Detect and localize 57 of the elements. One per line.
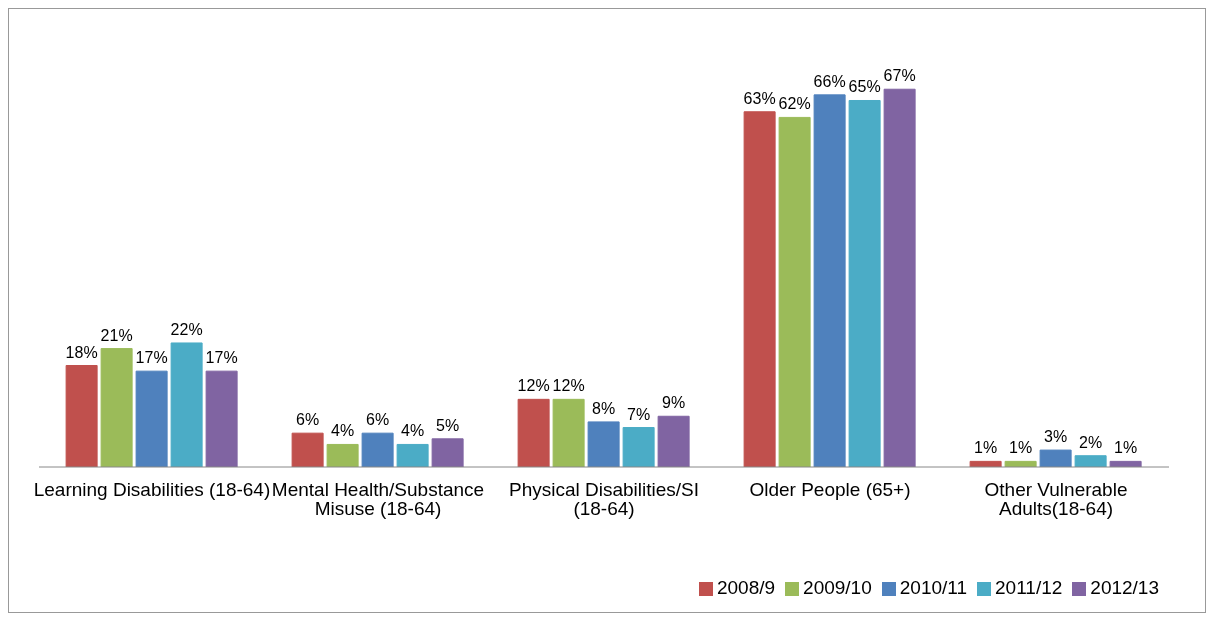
data-label: 3% xyxy=(1044,428,1068,446)
data-label: 65% xyxy=(848,78,881,96)
data-label: 67% xyxy=(883,67,916,85)
data-label: 17% xyxy=(135,349,168,367)
data-label: 63% xyxy=(743,89,776,107)
bar xyxy=(431,438,464,467)
bar xyxy=(100,348,133,467)
bar xyxy=(883,88,916,467)
data-label: 6% xyxy=(296,411,320,429)
legend-label: 2012/13 xyxy=(1090,577,1159,598)
bar xyxy=(396,443,429,467)
legend-label: 2008/9 xyxy=(716,577,776,598)
data-label: 9% xyxy=(662,394,686,412)
bar xyxy=(326,443,359,467)
bar xyxy=(170,342,203,467)
bar xyxy=(205,370,238,467)
legend-label: 2009/10 xyxy=(803,577,872,598)
data-label: 1% xyxy=(1009,439,1033,457)
data-label: 4% xyxy=(331,422,355,440)
bar xyxy=(848,100,881,467)
data-label: 18% xyxy=(65,343,98,361)
bar xyxy=(1039,449,1072,467)
bar xyxy=(65,365,98,467)
data-label: 4% xyxy=(401,422,425,440)
bar xyxy=(517,398,550,467)
data-label: 62% xyxy=(778,95,811,113)
x-tick-label: Older People (65+) xyxy=(749,479,911,501)
data-label: 22% xyxy=(170,320,203,338)
data-label: 7% xyxy=(627,405,651,423)
bar xyxy=(622,427,655,467)
data-label: 66% xyxy=(813,72,846,90)
x-tick-label: Learning Disabilities (18-64) xyxy=(33,479,271,501)
bar xyxy=(657,415,690,467)
x-tick-label: Physical Disabilities/SI (18-64) xyxy=(508,479,700,520)
data-label: 21% xyxy=(100,326,133,344)
data-label: 1% xyxy=(1114,439,1138,457)
legend-label: 2010/11 xyxy=(899,577,968,598)
bar xyxy=(778,116,811,467)
x-tick-label: Other Vulnerable Adults(18-64) xyxy=(984,479,1128,520)
bar xyxy=(135,370,168,467)
bar xyxy=(1074,455,1107,467)
data-label: 6% xyxy=(366,411,390,429)
data-label: 17% xyxy=(205,349,238,367)
bar xyxy=(291,432,324,467)
data-label: 12% xyxy=(517,377,550,395)
data-label: 1% xyxy=(974,439,998,457)
x-tick-label: Mental Health/Substance Misuse (18-64) xyxy=(271,479,485,520)
data-label: 2% xyxy=(1079,433,1103,451)
legend-label: 2011/12 xyxy=(995,577,1063,598)
bar xyxy=(743,111,776,467)
bar xyxy=(361,432,394,467)
bar xyxy=(552,398,585,467)
data-label: 8% xyxy=(592,399,616,417)
data-label: 5% xyxy=(436,416,460,434)
bar xyxy=(587,421,620,467)
bar xyxy=(813,94,846,467)
data-label: 12% xyxy=(552,377,585,395)
